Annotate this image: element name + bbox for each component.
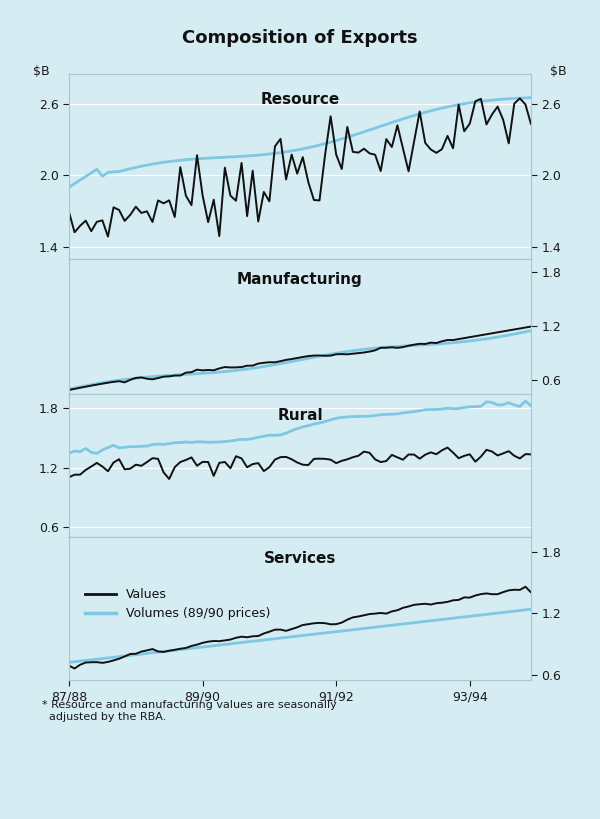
Text: Resource: Resource: [260, 93, 340, 107]
Text: $B: $B: [33, 65, 50, 78]
Legend: Values, Volumes (89/90 prices): Values, Volumes (89/90 prices): [80, 583, 275, 625]
Text: Manufacturing: Manufacturing: [237, 273, 363, 287]
Text: $B: $B: [550, 65, 567, 78]
Text: Rural: Rural: [277, 408, 323, 423]
Text: Composition of Exports: Composition of Exports: [182, 29, 418, 47]
Text: Services: Services: [264, 551, 336, 566]
Text: * Resource and manufacturing values are seasonally
  adjusted by the RBA.: * Resource and manufacturing values are …: [42, 700, 337, 722]
